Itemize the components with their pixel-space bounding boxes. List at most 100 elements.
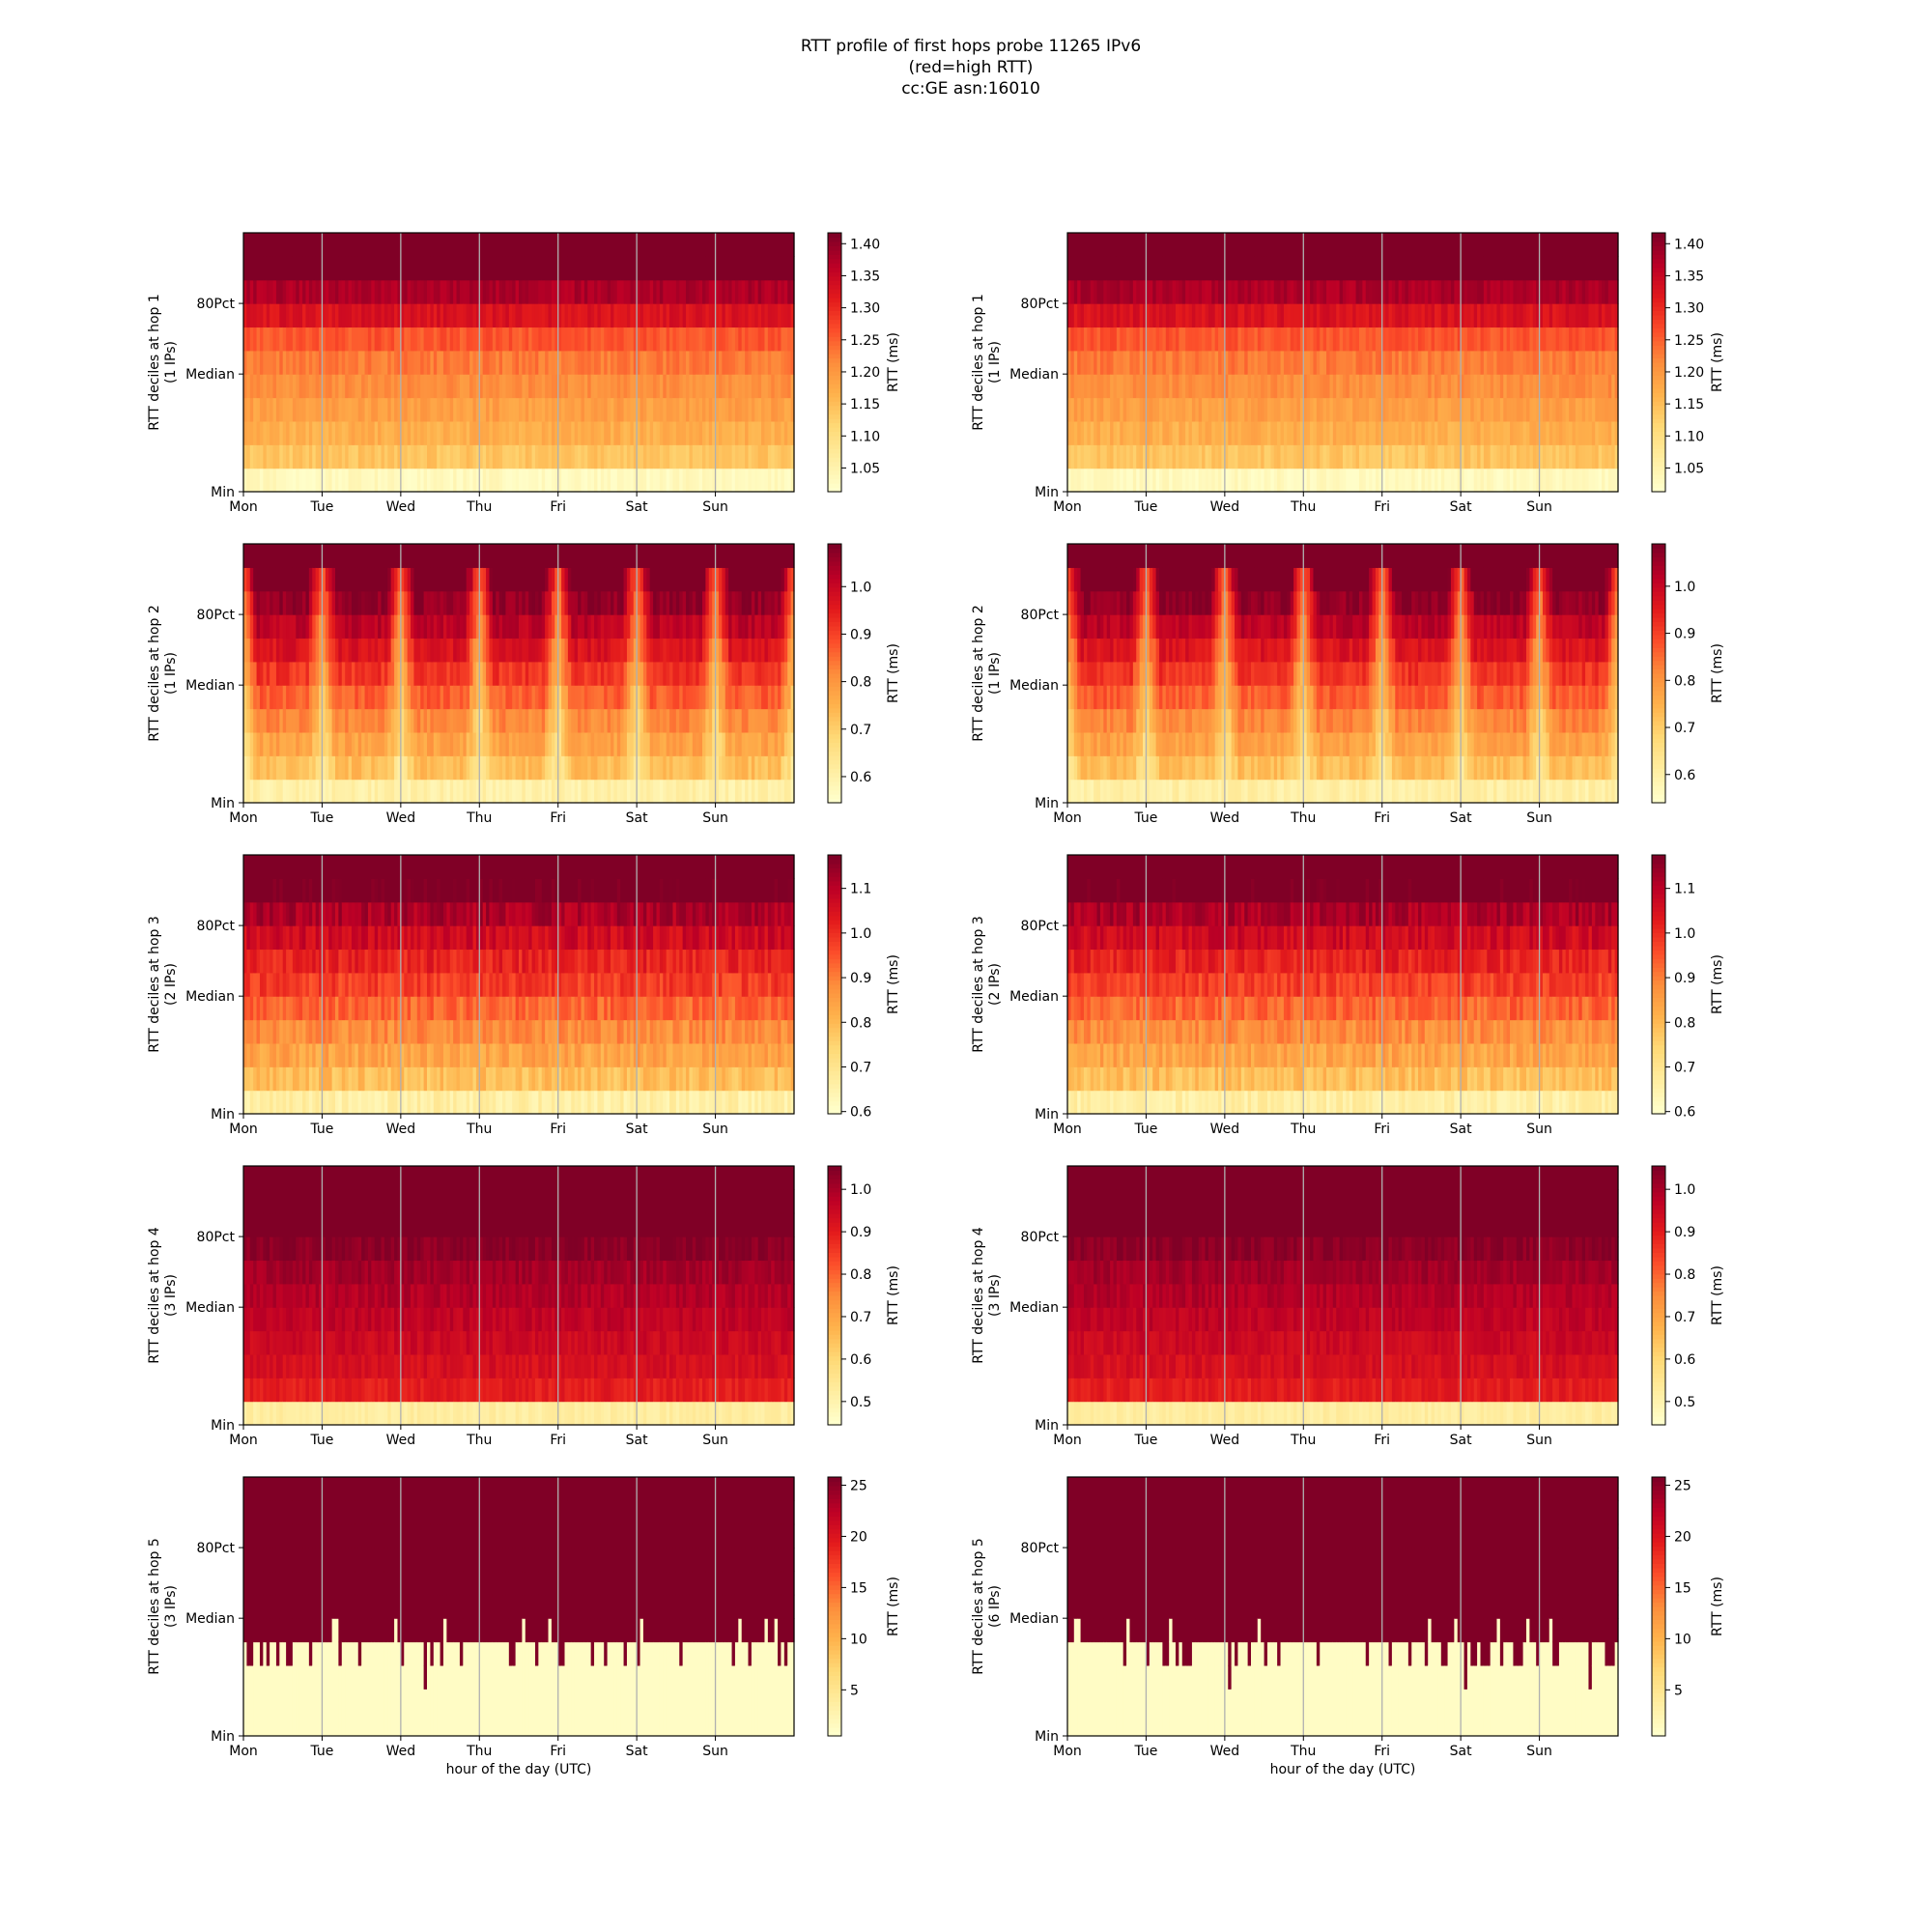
heatmap-cell	[653, 303, 658, 328]
heatmap-cell	[1378, 233, 1383, 257]
heatmap-cell	[1450, 303, 1455, 328]
heatmap-cell	[259, 590, 264, 615]
heatmap-cell	[1273, 468, 1278, 493]
y-tick-label: Median	[185, 367, 235, 383]
heatmap-cell	[282, 279, 287, 304]
heatmap-cell	[515, 614, 520, 639]
heatmap-cell	[512, 731, 517, 756]
heatmap-cell	[486, 374, 491, 399]
heatmap-cell	[420, 468, 425, 493]
heatmap-cell	[1349, 279, 1353, 304]
heatmap-cell	[378, 661, 383, 686]
heatmap-cell	[413, 755, 418, 781]
heatmap-cell	[761, 327, 766, 352]
heatmap-cell	[1457, 444, 1462, 469]
heatmap-cell	[282, 731, 287, 756]
heatmap-cell	[502, 397, 507, 422]
heatmap-cell	[338, 374, 343, 399]
heatmap-cell	[538, 397, 543, 422]
heatmap-cell	[1578, 233, 1583, 257]
heatmap-cell	[531, 590, 536, 615]
heatmap-cell	[407, 420, 412, 445]
heatmap-cell	[1395, 327, 1400, 352]
heatmap-cell	[1552, 303, 1557, 328]
heatmap-cell	[305, 567, 310, 592]
heatmap-cell	[1073, 303, 1078, 328]
heatmap-cell	[1558, 233, 1563, 257]
heatmap-cell	[364, 233, 369, 257]
heatmap-cell	[404, 327, 409, 352]
heatmap-cell	[505, 661, 510, 686]
heatmap-cell	[534, 468, 539, 493]
heatmap-cell	[1418, 350, 1423, 375]
heatmap-cell	[1362, 420, 1367, 445]
heatmap-cell	[440, 590, 444, 615]
heatmap-cell	[1169, 327, 1174, 352]
heatmap-cell	[512, 779, 517, 804]
heatmap-cell	[551, 397, 555, 422]
heatmap-cell	[764, 279, 769, 304]
heatmap-cell	[1569, 350, 1574, 375]
heatmap-cell	[442, 708, 447, 733]
heatmap-cell	[259, 638, 264, 663]
heatmap-cell	[423, 708, 428, 733]
heatmap-cell	[1447, 420, 1452, 445]
heatmap-cell	[1339, 397, 1344, 422]
heatmap-cell	[433, 420, 438, 445]
heatmap-cell	[611, 256, 614, 281]
heatmap-cell	[302, 638, 307, 663]
y-tick-label: Min	[211, 485, 235, 500]
heatmap-cell	[420, 350, 425, 375]
heatmap-cell	[522, 755, 526, 781]
heatmap-cell	[1283, 444, 1288, 469]
heatmap-cell	[1369, 444, 1374, 469]
heatmap-cell	[1303, 256, 1308, 281]
heatmap-cell	[270, 397, 274, 422]
heatmap-cell	[757, 327, 762, 352]
heatmap-cell	[590, 303, 595, 328]
heatmap-cell	[1185, 350, 1190, 375]
heatmap-cell	[272, 303, 277, 328]
heatmap-cell	[1179, 444, 1183, 469]
heatmap-cell	[1558, 256, 1563, 281]
heatmap-cell	[1235, 397, 1239, 422]
heatmap-cell	[1605, 327, 1609, 352]
heatmap-cell	[371, 420, 376, 445]
heatmap-cell	[433, 544, 438, 568]
heatmap-cell	[783, 233, 788, 257]
heatmap-cell	[400, 468, 405, 493]
heatmap-cell	[512, 256, 517, 281]
heatmap-cell	[286, 233, 291, 257]
heatmap-cell	[1470, 233, 1475, 257]
heatmap-cell	[1185, 444, 1190, 469]
heatmap-cell	[613, 420, 618, 445]
heatmap-cell	[338, 731, 343, 756]
heatmap-cell	[440, 685, 444, 710]
heatmap-cell	[374, 233, 379, 257]
heatmap-cell	[308, 397, 313, 422]
heatmap-cell	[1181, 350, 1186, 375]
heatmap-cell	[1211, 279, 1216, 304]
heatmap-cell	[1437, 327, 1442, 352]
heatmap-cell	[731, 303, 736, 328]
heatmap-cell	[289, 233, 294, 257]
heatmap-cell	[243, 544, 247, 568]
heatmap-cell	[331, 468, 336, 493]
heatmap-cell	[381, 685, 385, 710]
heatmap-cell	[348, 567, 353, 592]
heatmap-cell	[623, 279, 628, 304]
heatmap-cell	[574, 327, 579, 352]
heatmap-cell	[1152, 350, 1157, 375]
heatmap-cell	[243, 779, 247, 804]
heatmap-cell	[1565, 374, 1570, 399]
heatmap-cell	[446, 708, 451, 733]
heatmap-cell	[531, 397, 536, 422]
colorbar-segment	[1652, 384, 1665, 389]
heatmap-cell	[528, 327, 533, 352]
heatmap-cell	[738, 444, 743, 469]
heatmap-cell	[1306, 420, 1311, 445]
heatmap-cell	[272, 233, 277, 257]
heatmap-cell	[564, 468, 569, 493]
colorbar-tick-label: 1.40	[1674, 237, 1704, 252]
